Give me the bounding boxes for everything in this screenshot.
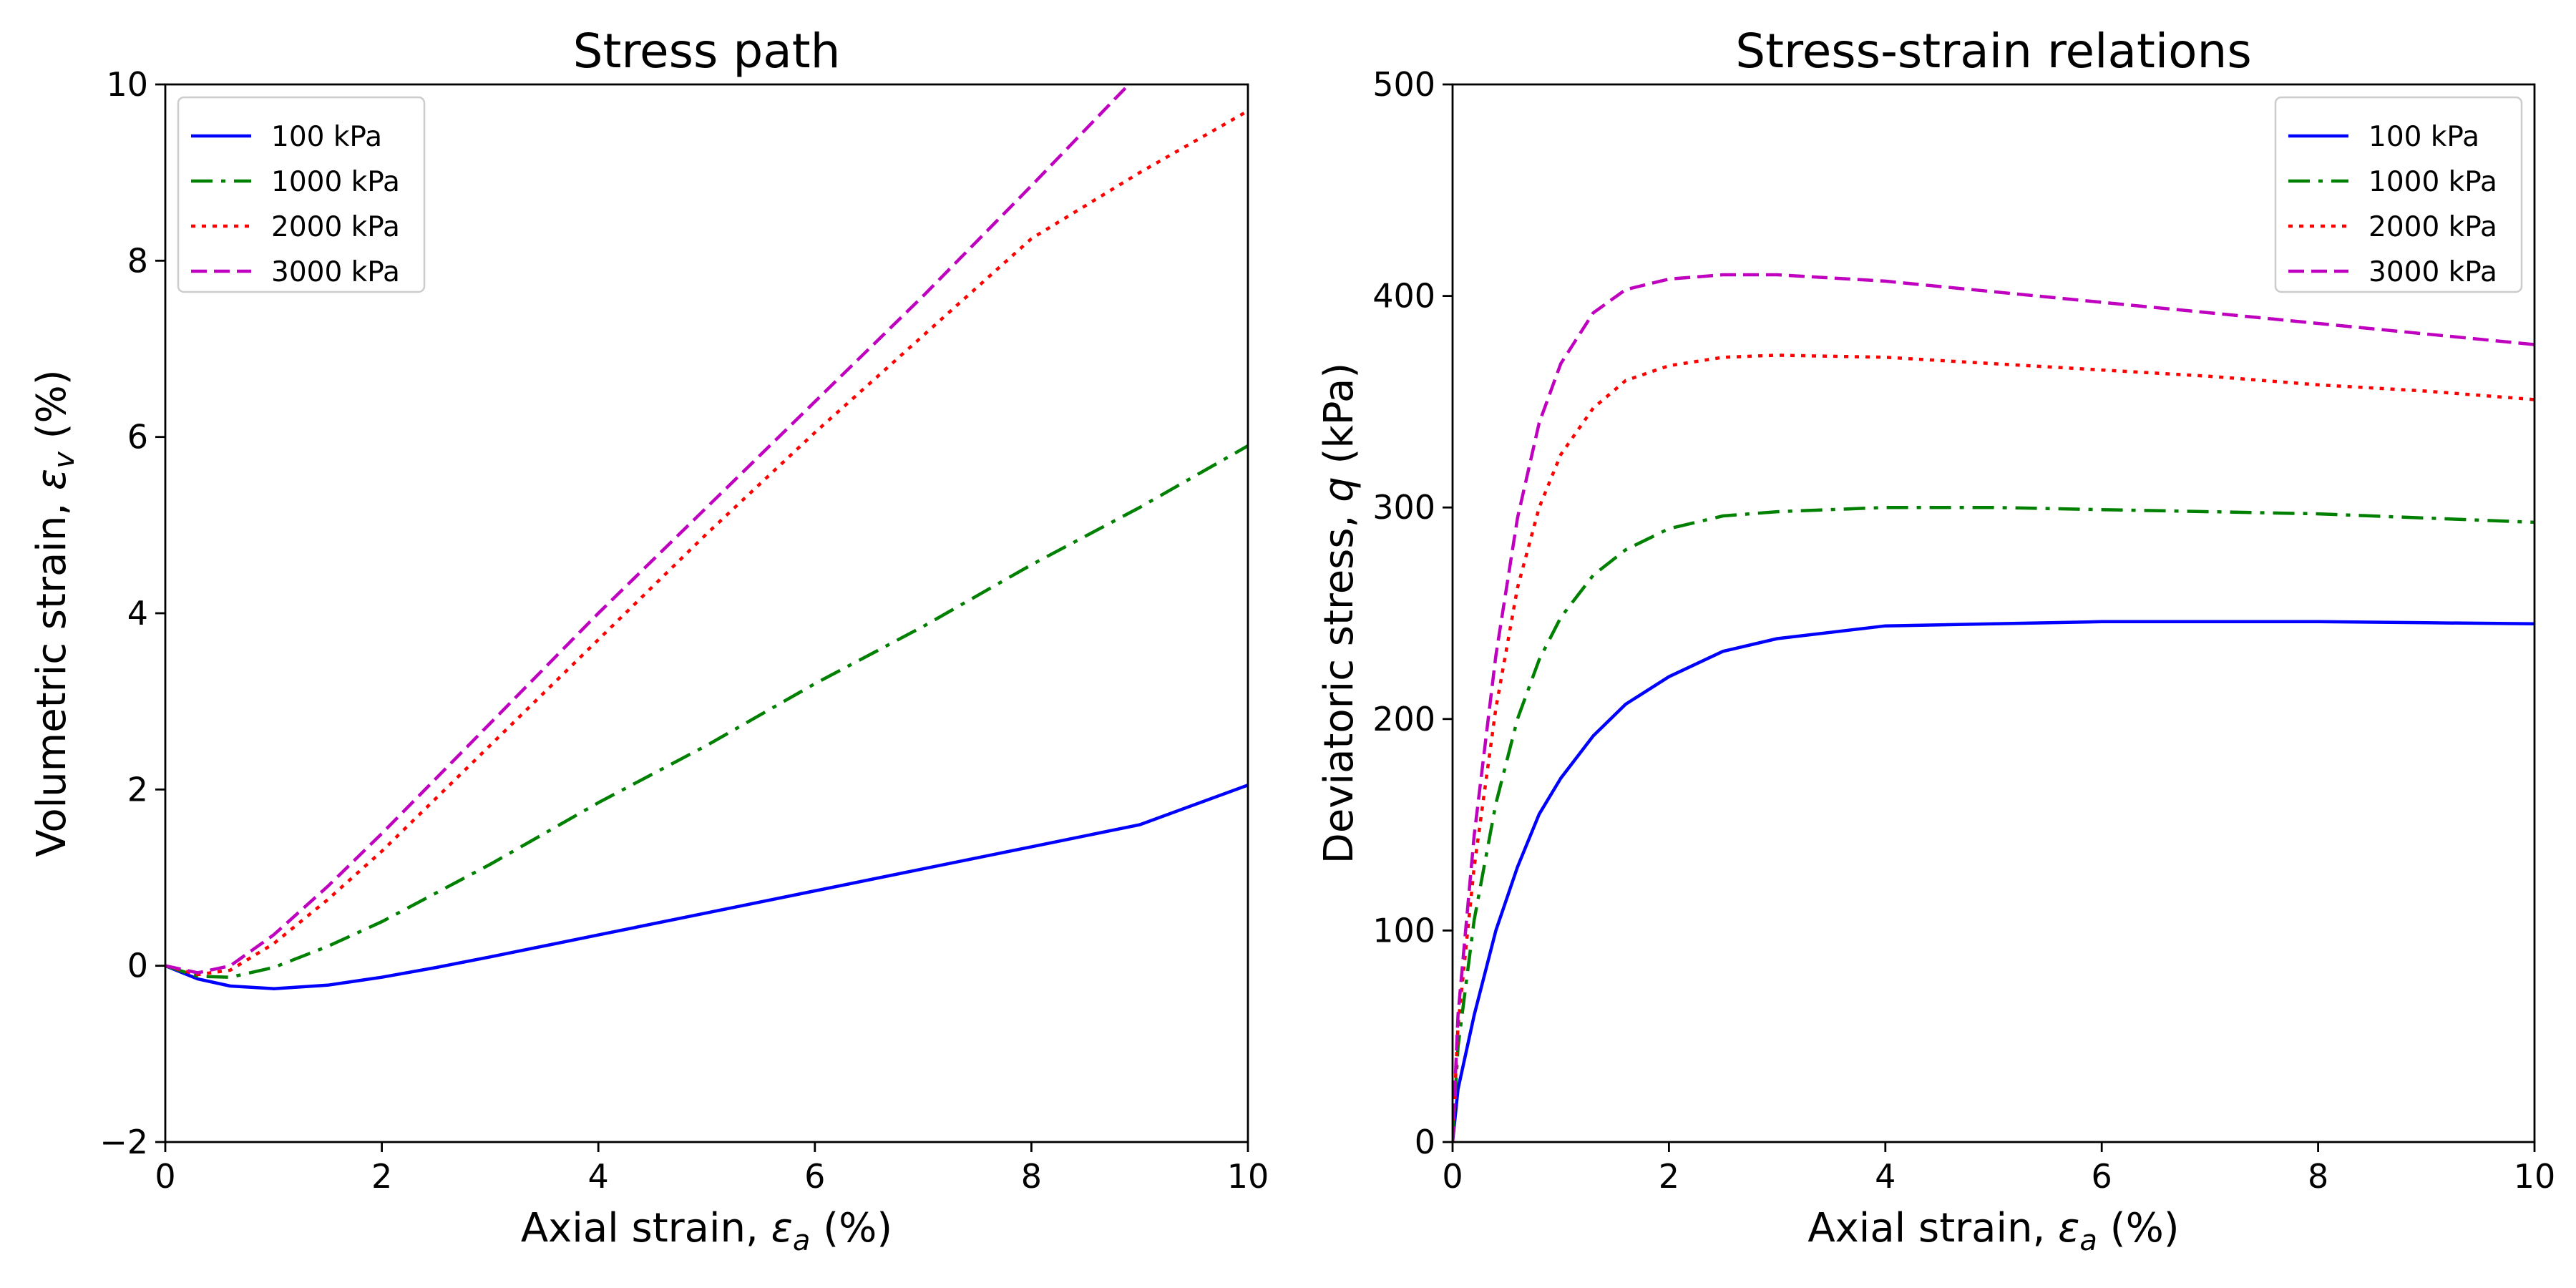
stress-strain-x-tick-label: 6 [2092, 1157, 2112, 1196]
stress-strain-title: Stress-strain relations [1735, 24, 2252, 79]
stress-path-x-tick-label: 2 [371, 1157, 392, 1196]
stress-strain-y-axis-label: Deviatoric stress, q (kPa) [1316, 363, 1362, 864]
stress-strain-legend-box [2274, 96, 2523, 293]
stress-path-y-axis-label: Volumetric strain, εv (%) [29, 369, 81, 857]
stress-strain-series-line-1 [1453, 620, 2534, 1142]
stress-path-y-tick-label: 6 [127, 418, 148, 457]
stress-path-x-tick-label: 8 [1021, 1157, 1042, 1196]
stress-path-series-line-1 [165, 784, 1248, 990]
stress-strain-y-tick-label: 100 [1372, 911, 1435, 950]
stress-path-x-tick-label: 10 [1227, 1157, 1269, 1196]
stress-strain-x-tick-label: 4 [1875, 1157, 1896, 1196]
stress-strain-legend: 100 kPa 1000 kPa 2000 kPa 3000 kPa [2274, 96, 2523, 293]
stress-path-y-tick-label: 4 [127, 594, 148, 633]
stress-path-y-tick-label: 8 [127, 241, 148, 280]
stress-path-legend-label-1: 100 kPa [271, 121, 382, 153]
stress-path-series-line-3 [165, 109, 1248, 977]
stress-path-y-tick-label: 0 [127, 947, 148, 985]
stress-path-y-tick-label: 10 [106, 65, 148, 104]
stress-path-legend-label-3: 2000 kPa [271, 211, 400, 243]
stress-path-title: Stress path [573, 24, 841, 79]
stress-strain-x-tick-label: 8 [2308, 1157, 2328, 1196]
stress-strain-x-axis-label: Axial strain, εa (%) [1807, 1205, 2179, 1257]
stress-path-legend-box [177, 96, 426, 293]
stress-path-x-tick-label: 4 [588, 1157, 609, 1196]
stress-strain-x-tick-label: 10 [2514, 1157, 2556, 1196]
stress-strain-x-tick-label: 2 [1659, 1157, 1679, 1196]
stress-path-x-axis-label: Axial strain, εa (%) [521, 1205, 892, 1257]
stress-strain-y-tick-label: 200 [1372, 700, 1435, 738]
stress-path-x-tick-label: 6 [804, 1157, 825, 1196]
stress-path-y-tick-label: 2 [127, 770, 148, 809]
stress-strain-x-ticks: 0 2 4 6 8 10 [1442, 1142, 2555, 1196]
stress-path-y-tick-label: −2 [99, 1123, 148, 1161]
stress-strain-y-tick-label: 400 [1372, 277, 1435, 316]
stress-path-series-line-4 [165, 84, 1131, 975]
stress-strain-y-tick-label: 300 [1372, 488, 1435, 527]
stress-strain-legend-label-3: 2000 kPa [2368, 211, 2497, 243]
stress-path-series-line-2 [165, 444, 1248, 979]
stress-strain-legend-label-2: 1000 kPa [2368, 166, 2497, 198]
stress-strain-series [1453, 273, 2534, 1142]
stress-path-y-ticks: −2 0 2 4 6 8 10 [99, 65, 165, 1161]
stress-strain-series-line-4 [1453, 273, 2534, 1142]
stress-path-x-ticks: 0 2 4 6 8 10 [155, 1142, 1269, 1196]
stress-path-legend-label-2: 1000 kPa [271, 166, 400, 198]
stress-strain-x-tick-label: 0 [1442, 1157, 1463, 1196]
stress-path-legend: 100 kPa 1000 kPa 2000 kPa 3000 kPa [177, 96, 426, 293]
stress-strain-legend-label-4: 3000 kPa [2368, 256, 2497, 288]
stress-strain-chart: 0 2 4 6 8 10 0 100 200 300 400 500 Stress-strain r… [1316, 24, 2555, 1257]
stress-path-legend-label-4: 3000 kPa [271, 256, 400, 288]
stress-path-series [165, 84, 1248, 990]
stress-strain-series-line-3 [1453, 353, 2534, 1142]
stress-path-x-tick-label: 0 [155, 1157, 175, 1196]
stress-strain-legend-label-1: 100 kPa [2368, 121, 2479, 153]
stress-strain-axes-frame [1451, 83, 2536, 1143]
stress-strain-y-tick-label: 500 [1372, 65, 1435, 104]
stress-strain-y-tick-label: 0 [1415, 1123, 1435, 1161]
stress-strain-y-ticks: 0 100 200 300 400 500 [1372, 65, 1453, 1161]
